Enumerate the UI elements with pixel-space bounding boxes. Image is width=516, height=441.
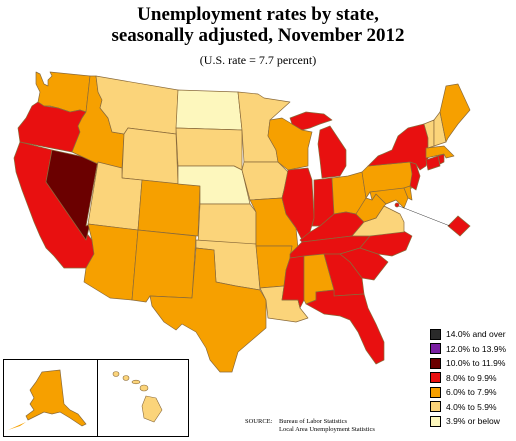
- legend-label: 8.0% to 9.9%: [446, 372, 497, 383]
- state-wy: [121, 127, 179, 185]
- state-mi-lower: [317, 125, 347, 179]
- legend-swatch: [430, 343, 441, 355]
- source-line1: Bureau of Labor Statistics: [279, 418, 348, 425]
- map-subtitle: (U.S. rate = 7.7 percent): [199, 53, 317, 67]
- legend-label: 10.0% to 11.9%: [446, 358, 506, 369]
- state-ny: [367, 123, 429, 171]
- legend-label: 12.0% to 13.9%: [446, 343, 507, 354]
- source-label: SOURCE:: [245, 418, 273, 425]
- source-line2: Local Area Unemployment Statistics: [279, 426, 375, 433]
- legend-label: 6.0% to 7.9%: [446, 387, 497, 398]
- state-hi-oahu: [122, 375, 130, 381]
- dc-callout-line: [398, 205, 451, 227]
- state-ct: [425, 155, 441, 171]
- legend-item: 3.9% or below: [430, 414, 516, 429]
- legend-swatch: [430, 328, 441, 340]
- state-hi-maui: [139, 384, 149, 392]
- state-ak: [25, 369, 87, 427]
- legend-swatch: [430, 372, 441, 384]
- legend-label: 4.0% to 5.9%: [446, 401, 497, 412]
- legend-swatch: [430, 386, 441, 398]
- state-de: [403, 185, 413, 201]
- legend-label: 3.9% or below: [446, 416, 500, 427]
- state-ks: [197, 203, 257, 245]
- state-nd: [175, 89, 243, 131]
- state-wi: [267, 117, 313, 171]
- legend-item: 14.0% and over: [430, 327, 516, 342]
- state-ma: [425, 145, 455, 159]
- state-dc: [394, 202, 400, 208]
- map-title-line1: Unemployment rates by state,: [137, 4, 379, 25]
- state-mi-upper: [289, 111, 333, 131]
- map-title-line2: seasonally adjusted, November 2012: [111, 25, 405, 46]
- state-hi-big-island: [141, 395, 163, 423]
- aleutian-islands: [8, 422, 26, 430]
- map-legend: 14.0% and over 12.0% to 13.9% 10.0% to 1…: [430, 327, 516, 429]
- state-az: [83, 223, 139, 301]
- alaska-inset: [3, 359, 98, 437]
- dc-callout: [447, 215, 471, 237]
- state-fl: [305, 289, 385, 365]
- legend-item: 6.0% to 7.9%: [430, 385, 516, 400]
- state-hi-kauai: [112, 371, 120, 377]
- state-sd: [175, 127, 243, 171]
- source-note: SOURCE: Bureau of Labor Statistics Local …: [245, 418, 375, 434]
- legend-item: 4.0% to 5.9%: [430, 400, 516, 415]
- legend-swatch: [430, 357, 441, 369]
- hawaii-inset: [97, 359, 189, 437]
- state-ia: [241, 161, 289, 201]
- legend-item: 8.0% to 9.9%: [430, 371, 516, 386]
- legend-label: 14.0% and over: [446, 329, 506, 340]
- state-nm: [131, 229, 197, 303]
- legend-swatch: [430, 401, 441, 413]
- legend-item: 12.0% to 13.9%: [430, 342, 516, 357]
- state-co: [137, 179, 201, 237]
- hawaii-map: [112, 371, 163, 423]
- legend-swatch: [430, 415, 441, 427]
- state-vt: [423, 119, 435, 149]
- alaska-map: [8, 369, 87, 430]
- state-hi-molokai: [131, 379, 141, 385]
- legend-item: 10.0% to 11.9%: [430, 356, 516, 371]
- state-tx: [149, 247, 267, 373]
- state-me: [439, 83, 471, 143]
